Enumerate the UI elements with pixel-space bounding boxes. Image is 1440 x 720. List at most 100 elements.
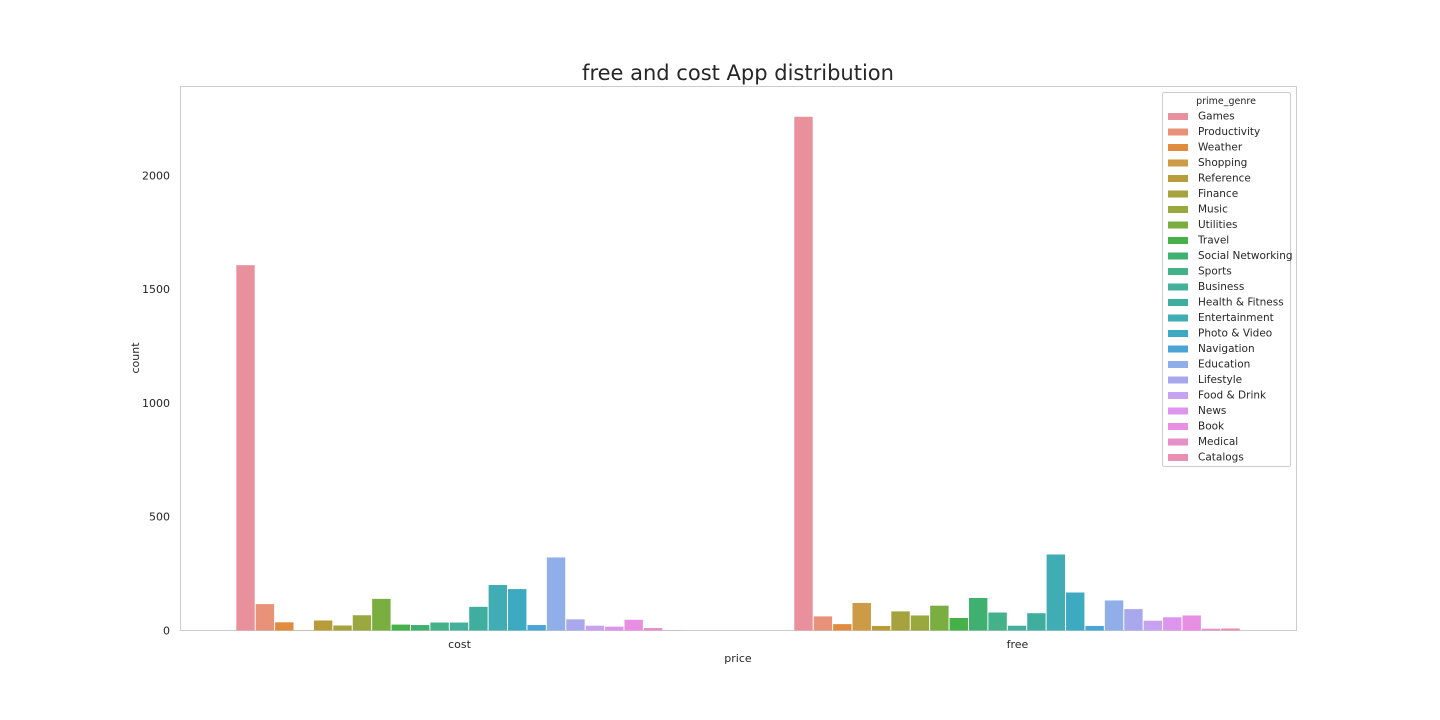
bar [508,589,527,631]
bar [930,605,949,631]
y-tick-label: 500 [149,511,170,524]
legend-label: Shopping [1198,157,1247,169]
bar [1124,609,1143,631]
legend-swatch [1168,283,1188,291]
bars [236,116,1240,631]
legend-label: Entertainment [1198,312,1274,324]
legend-swatch [1168,454,1188,461]
bar [352,615,372,631]
bar [410,625,430,631]
plot-area [180,86,1297,631]
legend-swatch [1168,407,1188,415]
legend-label: Reference [1198,173,1251,185]
legend-label: Finance [1198,188,1238,200]
bar [1201,628,1221,631]
legend-label: Productivity [1198,126,1260,138]
bar [968,597,988,631]
bar [585,625,605,631]
legend-label: News [1198,405,1226,417]
legend-label: Book [1198,421,1225,433]
legend-swatch [1168,206,1188,213]
legend-label: Weather [1198,142,1243,154]
x-axis: cost free [448,638,1028,651]
legend-swatch [1168,159,1188,167]
bar [236,265,255,631]
legend-swatch [1168,376,1188,384]
legend-label: Sports [1198,266,1232,278]
x-axis-label: price [724,652,752,665]
chart-title: free and cost App distribution [582,61,894,85]
legend-swatch [1168,299,1188,306]
legend-title: prime_genre [1196,96,1256,107]
bar [1182,615,1201,631]
y-axis-label: count [129,342,142,374]
x-tick-label: cost [448,638,472,651]
legend-label: Travel [1197,235,1229,247]
bar [255,604,275,631]
legend-swatch [1168,237,1188,244]
bar [1104,600,1124,631]
legend-swatch [1168,345,1188,353]
x-tick-label: free [1007,638,1029,651]
legend-swatch [1168,330,1188,337]
bar [1007,625,1027,631]
legend-label: Medical [1198,436,1238,448]
bar [333,625,352,631]
bar [469,606,488,631]
legend-swatch [1168,392,1188,399]
legend-swatch [1168,128,1188,136]
legend-swatch [1168,438,1188,446]
bar [391,624,410,631]
legend: prime_genre Games Productivity Weather Shop… [1162,92,1293,467]
legend-label: Games [1198,111,1235,123]
legend-label: Music [1198,204,1228,216]
legend-label: Education [1198,359,1250,371]
legend-label: Business [1198,281,1244,293]
bar [566,619,585,631]
legend-label: Lifestyle [1198,374,1242,386]
bar [1027,613,1046,631]
bar [372,598,391,631]
legend-swatch [1168,221,1188,229]
legend-label: Catalogs [1198,452,1244,464]
bar [546,557,566,631]
y-tick-label: 2000 [142,169,170,182]
legend-swatch [1168,361,1188,368]
legend-label: Health & Fitness [1198,297,1284,309]
bar [605,626,624,631]
legend-label: Navigation [1198,343,1255,355]
bar [949,617,968,631]
legend-label: Photo & Video [1198,328,1272,340]
bar [813,616,833,631]
legend-swatch [1168,268,1188,275]
legend-swatch [1168,113,1188,120]
bar [624,619,643,631]
bar [527,625,546,631]
bar [988,612,1007,631]
bar [1163,617,1182,631]
legend-label: Food & Drink [1198,390,1267,402]
bar [275,622,294,631]
bar [852,602,871,631]
bar [430,622,449,631]
legend-swatch [1168,144,1188,151]
legend-swatch [1168,175,1188,182]
y-tick-label: 0 [163,625,170,638]
bar [833,624,852,631]
legend-swatch [1168,423,1188,430]
bar [1221,628,1240,631]
bar [871,625,891,631]
y-tick-label: 1500 [142,283,170,296]
legend-frame [1162,92,1291,467]
bar [313,620,333,631]
bar [910,615,930,631]
bar [1143,620,1163,631]
y-axis: 0 500 1000 1500 2000 [142,169,170,637]
bar [643,627,663,631]
legend-swatch [1168,314,1188,322]
bar [891,611,910,631]
bar [1066,592,1085,631]
y-tick-label: 1000 [142,397,170,410]
bar [449,622,469,631]
